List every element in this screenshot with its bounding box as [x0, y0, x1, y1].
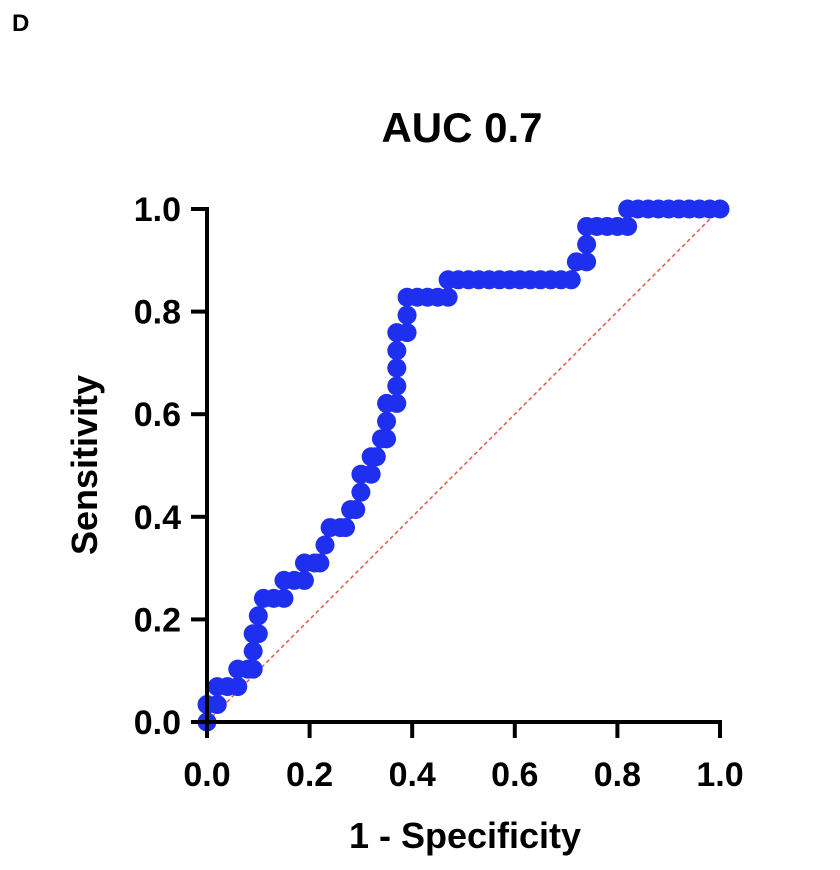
roc-point-43 [397, 305, 417, 325]
roc-point-22 [315, 535, 335, 555]
roc-point-69 [618, 216, 638, 236]
y-tick-label-0: 0.0 [134, 704, 181, 742]
roc-point-9 [243, 641, 263, 661]
y-tick-label-5: 1.0 [134, 191, 181, 229]
roc-point-11 [248, 624, 268, 644]
y-tick-label-4: 0.8 [134, 294, 181, 332]
x-ticks: 0.0 0.2 0.4 0.6 0.8 1.0 [183, 722, 744, 794]
roc-point-18 [294, 570, 314, 590]
roc-point-12 [248, 606, 268, 626]
roc-point-38 [387, 376, 407, 396]
roc-point-79 [710, 199, 730, 219]
roc-point-2 [207, 695, 227, 715]
roc-point-32 [366, 447, 386, 467]
x-tick-label-2: 0.4 [389, 756, 436, 794]
roc-point-39 [387, 358, 407, 378]
roc-point-5 [228, 677, 248, 697]
roc-points-layer [197, 199, 730, 732]
roc-point-8 [243, 659, 263, 679]
roc-point-63 [577, 252, 597, 272]
x-tick-label-4: 0.8 [594, 756, 641, 794]
roc-point-25 [336, 518, 356, 538]
x-tick-label-1: 0.2 [286, 756, 333, 794]
x-tick-label-3: 0.6 [491, 756, 538, 794]
roc-point-15 [274, 588, 294, 608]
roc-point-40 [387, 341, 407, 361]
roc-point-27 [346, 500, 366, 520]
x-tick-label-0: 0.0 [183, 756, 230, 794]
y-tick-label-3: 0.6 [134, 396, 181, 434]
x-axis-label: 1 - Specificity [349, 815, 581, 856]
roc-point-35 [377, 411, 397, 431]
panel-label: D [12, 10, 30, 37]
roc-point-21 [310, 553, 330, 573]
y-ticks: 0.0 0.2 0.4 0.6 0.8 1.0 [134, 191, 207, 742]
roc-point-34 [377, 429, 397, 449]
roc-point-30 [361, 464, 381, 484]
reference-diagonal-line [206, 208, 721, 723]
roc-point-61 [561, 270, 581, 290]
reference-line-layer [206, 208, 721, 723]
chart-title: AUC 0.7 [381, 104, 542, 151]
y-axis-label: Sensitivity [64, 375, 105, 555]
y-tick-label-1: 0.2 [134, 601, 181, 639]
roc-point-37 [387, 393, 407, 413]
roc-point-48 [438, 287, 458, 307]
roc-point-42 [397, 323, 417, 343]
y-tick-label-2: 0.4 [134, 499, 181, 537]
x-tick-label-5: 1.0 [696, 756, 743, 794]
roc-point-28 [351, 482, 371, 502]
roc-point-64 [577, 234, 597, 254]
